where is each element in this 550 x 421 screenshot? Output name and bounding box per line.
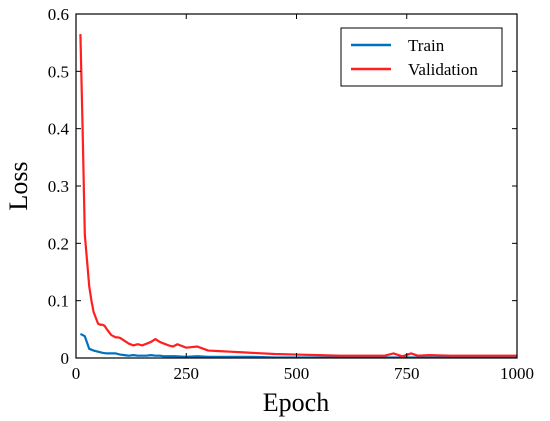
legend-box <box>340 27 503 87</box>
x-tick-label: 750 <box>394 364 420 383</box>
x-tick-label: 1000 <box>500 364 534 383</box>
y-axis-label: Loss <box>4 161 33 210</box>
y-tick-label: 0 <box>61 349 70 368</box>
x-axis-label: Epoch <box>263 388 329 417</box>
legend-label-train: Train <box>408 36 445 55</box>
x-tick-label: 500 <box>284 364 310 383</box>
y-tick-label: 0.2 <box>48 234 69 253</box>
series-line-validation <box>79 34 517 358</box>
y-tick-label: 0.4 <box>48 120 70 139</box>
y-tick-label: 0.5 <box>48 62 69 81</box>
x-tick-label: 0 <box>72 364 81 383</box>
legend: Train Validation <box>340 27 503 87</box>
y-tick-label: 0.3 <box>48 177 69 196</box>
legend-label-validation: Validation <box>408 60 478 79</box>
x-tick-label: 250 <box>174 364 200 383</box>
y-tick-label: 0.1 <box>48 292 69 311</box>
y-tick-label: 0.6 <box>48 5 69 24</box>
y-tick-labels: 0 0.1 0.2 0.3 0.4 0.5 0.6 <box>48 5 70 368</box>
ticks-layer <box>75 13 518 359</box>
x-tick-labels: 0 250 500 750 1000 <box>72 364 534 383</box>
